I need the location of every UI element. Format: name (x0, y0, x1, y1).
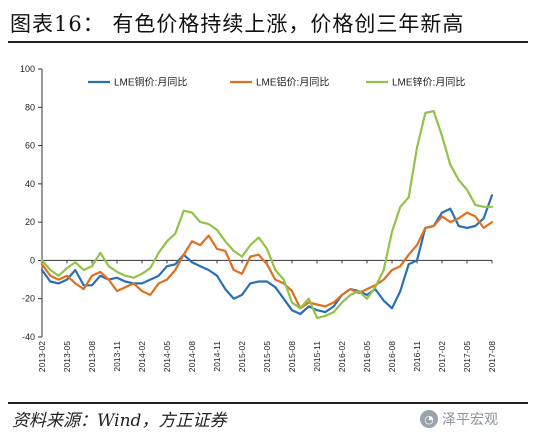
x-tick-label: 2013-02 (37, 341, 47, 372)
x-tick-label: 2013-08 (87, 341, 97, 372)
x-tick-label: 2017-02 (437, 341, 447, 372)
x-tick-label: 2015-05 (262, 341, 272, 372)
x-tick-label: 2017-08 (487, 341, 497, 372)
y-tick-label: 40 (25, 179, 35, 189)
chart-axes: -40 -20 0 20 40 60 80 100 2013-02 2013-05 2013-08 2… (20, 64, 497, 372)
source-note: 资料来源：Wind，方正证券 (12, 411, 227, 431)
y-tick-label: -40 (22, 332, 35, 342)
x-tick-label: 2014-11 (212, 341, 222, 372)
x-tick-label: 2013-05 (62, 341, 72, 372)
legend-label-2: LME铝价:月同比 (256, 77, 329, 89)
y-tick-label: 60 (25, 141, 35, 151)
title-divider (8, 41, 528, 43)
x-tick-label: 2015-08 (287, 341, 297, 372)
x-tick-label: 2014-05 (162, 341, 172, 372)
y-tick-label: -20 (22, 294, 35, 304)
series-line-3 (40, 109, 494, 319)
legend-label-1: LME铜价:月同比 (114, 77, 187, 89)
line-chart: -40 -20 0 20 40 60 80 100 2013-02 2013-05 2013-08 2… (20, 64, 497, 372)
watermark: ◔ 泽平宏观 (420, 407, 498, 431)
x-tick-label: 2014-02 (137, 341, 147, 372)
x-tick-label: 2015-11 (312, 341, 322, 372)
series-layer (40, 109, 494, 319)
title-bar: 图表16： 有色价格持续上涨，价格创三年新高 (0, 0, 536, 46)
x-tick-label: 2014-08 (187, 341, 197, 372)
legend-label-3: LME锌价:月同比 (392, 76, 465, 89)
x-tick-label: 2013-11 (112, 341, 122, 372)
y-tick-label: 0 (30, 255, 35, 265)
footer-divider (8, 402, 528, 404)
x-tick-label: 2016-02 (337, 341, 347, 372)
y-tick-label: 80 (25, 102, 35, 112)
y-tick-label: 20 (25, 217, 35, 227)
x-tick-label: 2017-05 (462, 341, 472, 372)
x-tick-label: 2015-02 (237, 341, 247, 372)
wechat-logo-icon: ◔ (420, 410, 438, 428)
x-tick-label: 2016-08 (387, 341, 397, 372)
watermark-text: 泽平宏观 (442, 412, 498, 428)
series-line-1 (40, 194, 494, 316)
y-tick-label: 100 (20, 64, 35, 74)
chart-legend: LME铜价:月同比 LME铝价:月同比 LME锌价:月同比 (88, 76, 465, 89)
figure-title: 图表16： 有色价格持续上涨，价格创三年新高 (10, 12, 465, 36)
x-tick-label: 2016-11 (412, 341, 422, 372)
series-line-2 (40, 211, 494, 310)
x-tick-label: 2016-05 (362, 341, 372, 372)
